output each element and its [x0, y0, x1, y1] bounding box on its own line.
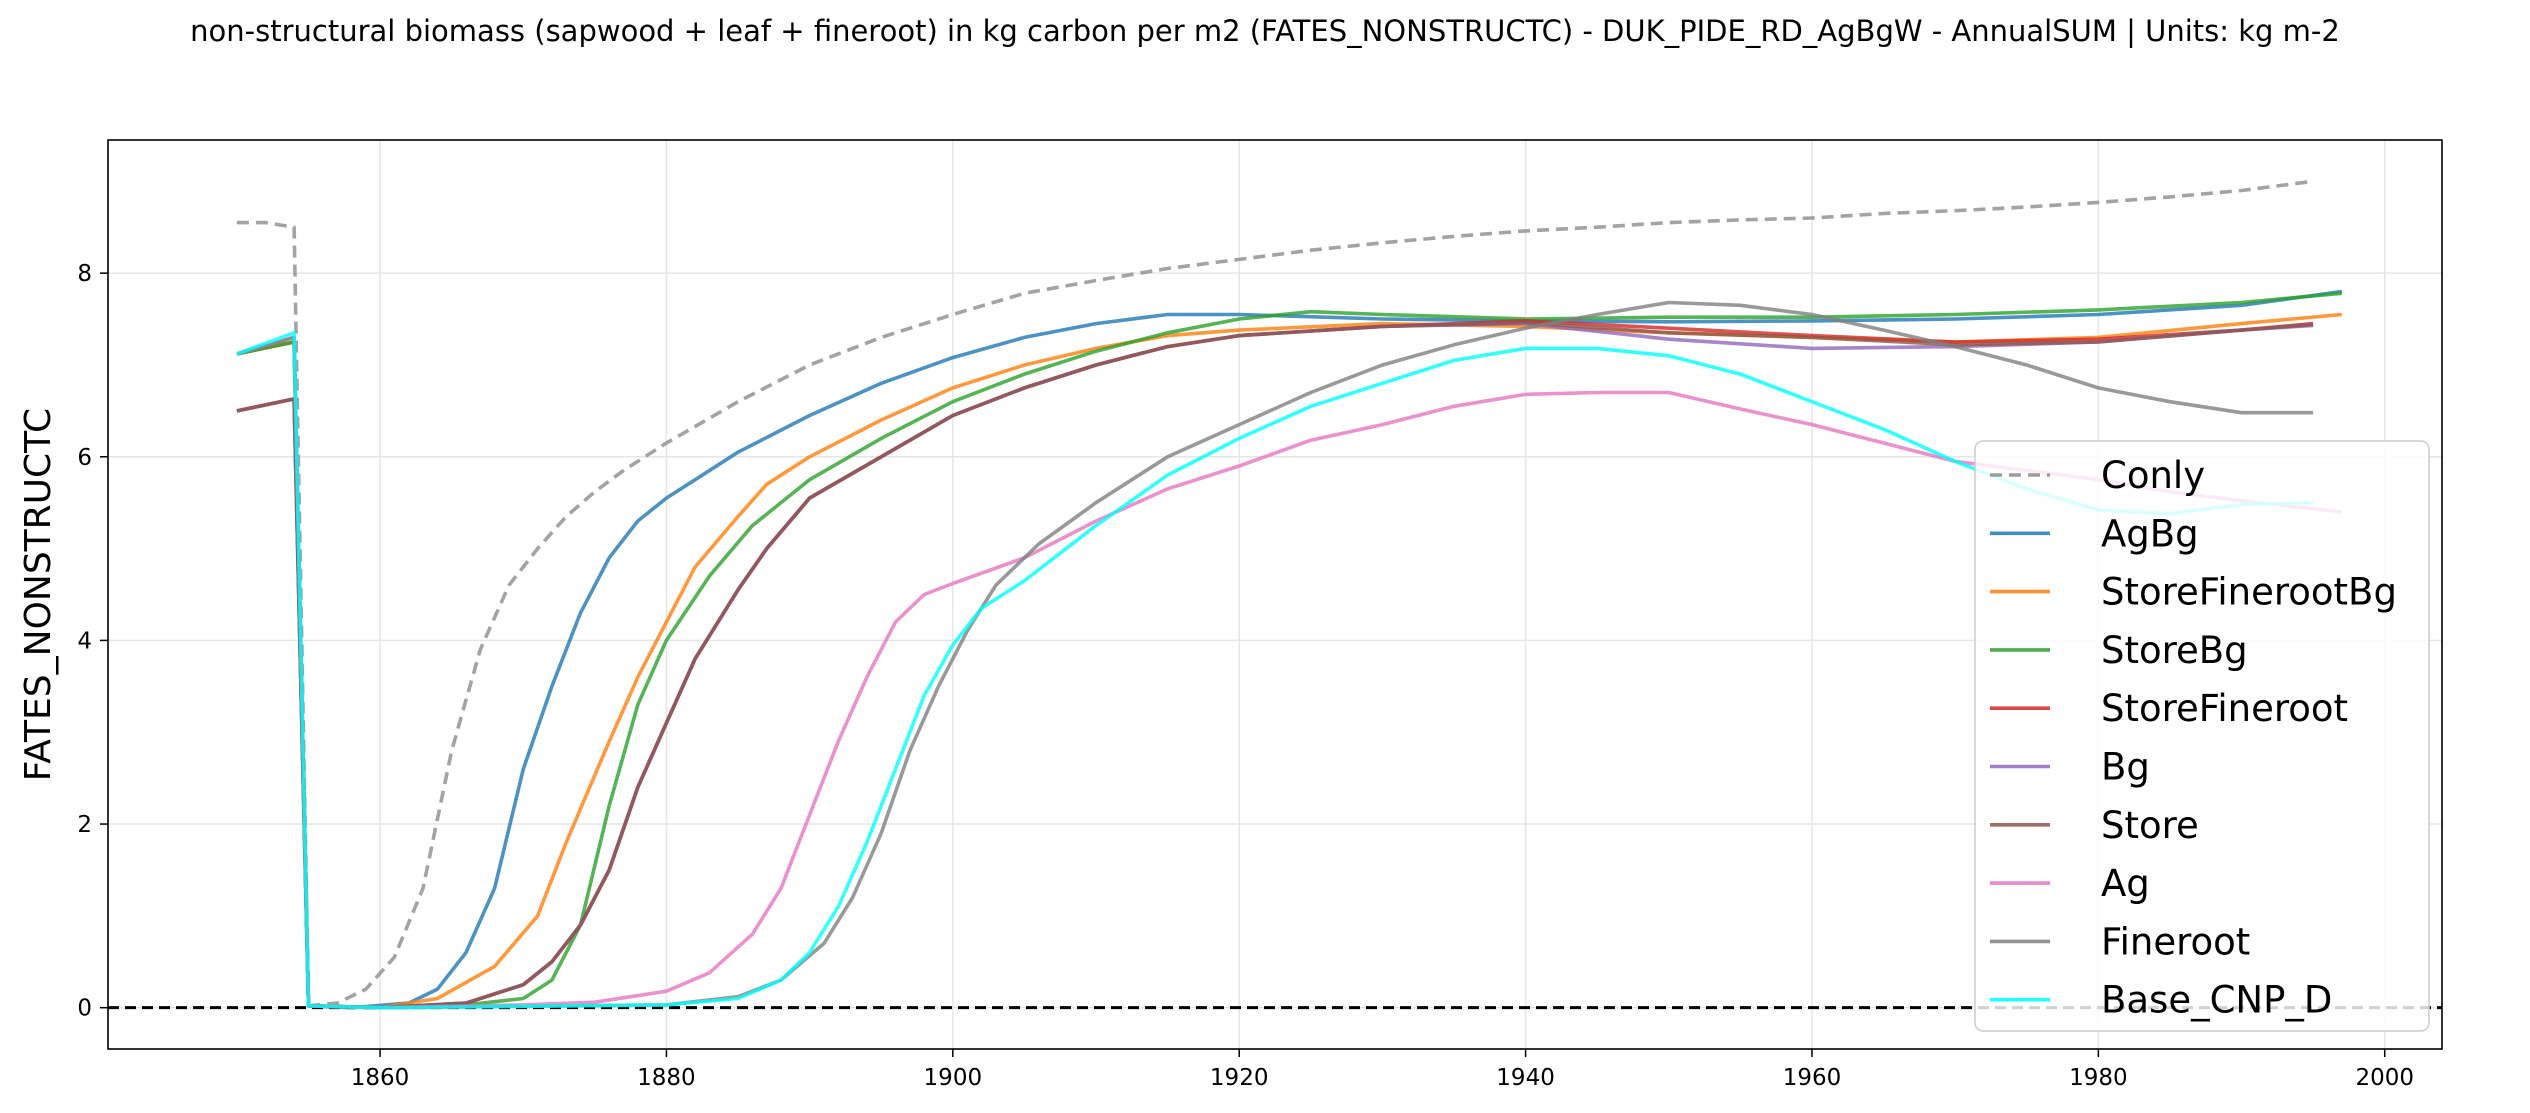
y-tick-label: 4 [77, 628, 92, 654]
legend-label: StoreBg [2101, 629, 2248, 672]
legend-label: StoreFineroot [2101, 687, 2348, 730]
y-tick-label: 0 [77, 996, 92, 1022]
x-tick-label: 1920 [1210, 1065, 1269, 1091]
y-tick-label: 8 [77, 261, 92, 287]
x-tick-label: 1900 [924, 1065, 983, 1091]
y-tick-label: 6 [77, 445, 92, 471]
legend-label: Store [2101, 804, 2199, 847]
x-tick-label: 1940 [1496, 1065, 1555, 1091]
legend: ConlyAgBgStoreFinerootBgStoreBgStoreFine… [1974, 440, 2430, 1032]
legend-label: Conly [2101, 454, 2205, 497]
series-line-store [236, 320, 2314, 1010]
x-tick-label: 1880 [637, 1065, 696, 1091]
y-axis-label: FATES_NONSTRUCTC [18, 408, 59, 781]
chart-title: non-structural biomass (sapwood + leaf +… [190, 14, 2340, 48]
x-tick-label: 1960 [1783, 1065, 1842, 1091]
series-line-agbg [236, 289, 2343, 1010]
legend-box [1974, 440, 2430, 1032]
axis-ticks: 1860 1880 1900 1920 1940 1960 1980 2000 0 2 4 6 8 [77, 261, 2414, 1091]
x-tick-label: 2000 [2355, 1065, 2414, 1091]
plot-area-frame [107, 139, 2443, 1050]
legend-label: Bg [2101, 746, 2150, 789]
legend-label: AgBg [2101, 512, 2199, 555]
series-lines [236, 179, 2343, 1010]
legend-label: StoreFinerootBg [2101, 571, 2397, 614]
x-tick-label: 1860 [351, 1065, 410, 1091]
legend-label: Base_CNP_D [2101, 979, 2332, 1022]
legend-label: Fineroot [2101, 920, 2250, 963]
series-line-ag [236, 335, 2342, 1010]
y-tick-label: 2 [77, 812, 92, 838]
legend-label: Ag [2101, 862, 2150, 905]
x-tick-label: 1980 [2069, 1065, 2128, 1091]
series-line-storebg [236, 291, 2342, 1010]
series-line-conly [236, 179, 2314, 1008]
series-line-base-cnp-d [236, 331, 2314, 1010]
